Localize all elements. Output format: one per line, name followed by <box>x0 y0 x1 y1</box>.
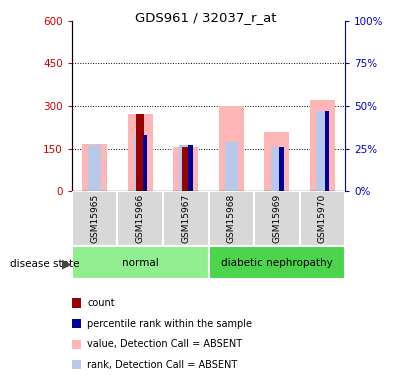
Text: GDS961 / 32037_r_at: GDS961 / 32037_r_at <box>135 11 276 24</box>
Text: GSM15968: GSM15968 <box>227 194 236 243</box>
Bar <box>310 100 335 191</box>
Bar <box>163 191 209 246</box>
Text: GSM15970: GSM15970 <box>318 194 327 243</box>
Text: value, Detection Call = ABSENT: value, Detection Call = ABSENT <box>87 339 242 349</box>
Text: GSM15969: GSM15969 <box>272 194 282 243</box>
Bar <box>118 191 163 246</box>
Bar <box>188 145 193 191</box>
Text: normal: normal <box>122 258 159 267</box>
Bar <box>136 114 144 191</box>
Bar <box>209 246 345 279</box>
Text: GSM15965: GSM15965 <box>90 194 99 243</box>
Text: diabetic nephropathy: diabetic nephropathy <box>221 258 333 267</box>
Bar <box>134 135 147 191</box>
Bar <box>209 191 254 246</box>
Bar <box>143 135 147 191</box>
Bar <box>279 147 284 191</box>
Text: ▶: ▶ <box>62 258 72 271</box>
Bar <box>254 191 300 246</box>
Bar <box>270 147 283 191</box>
Text: rank, Detection Call = ABSENT: rank, Detection Call = ABSENT <box>87 360 238 370</box>
Text: GSM15967: GSM15967 <box>181 194 190 243</box>
Bar <box>128 114 153 191</box>
Bar <box>180 145 192 191</box>
Bar <box>316 111 329 191</box>
Bar <box>88 145 101 191</box>
Bar <box>173 147 199 191</box>
Bar <box>219 106 244 191</box>
Text: count: count <box>87 298 115 308</box>
Text: GSM15966: GSM15966 <box>136 194 145 243</box>
Bar <box>300 191 345 246</box>
Bar <box>264 132 289 191</box>
Text: disease state: disease state <box>10 260 80 269</box>
Bar <box>325 111 329 191</box>
Bar <box>182 147 190 191</box>
Bar <box>72 246 209 279</box>
Bar <box>82 144 107 191</box>
Bar <box>72 191 118 246</box>
Bar <box>225 142 238 191</box>
Text: percentile rank within the sample: percentile rank within the sample <box>87 319 252 328</box>
